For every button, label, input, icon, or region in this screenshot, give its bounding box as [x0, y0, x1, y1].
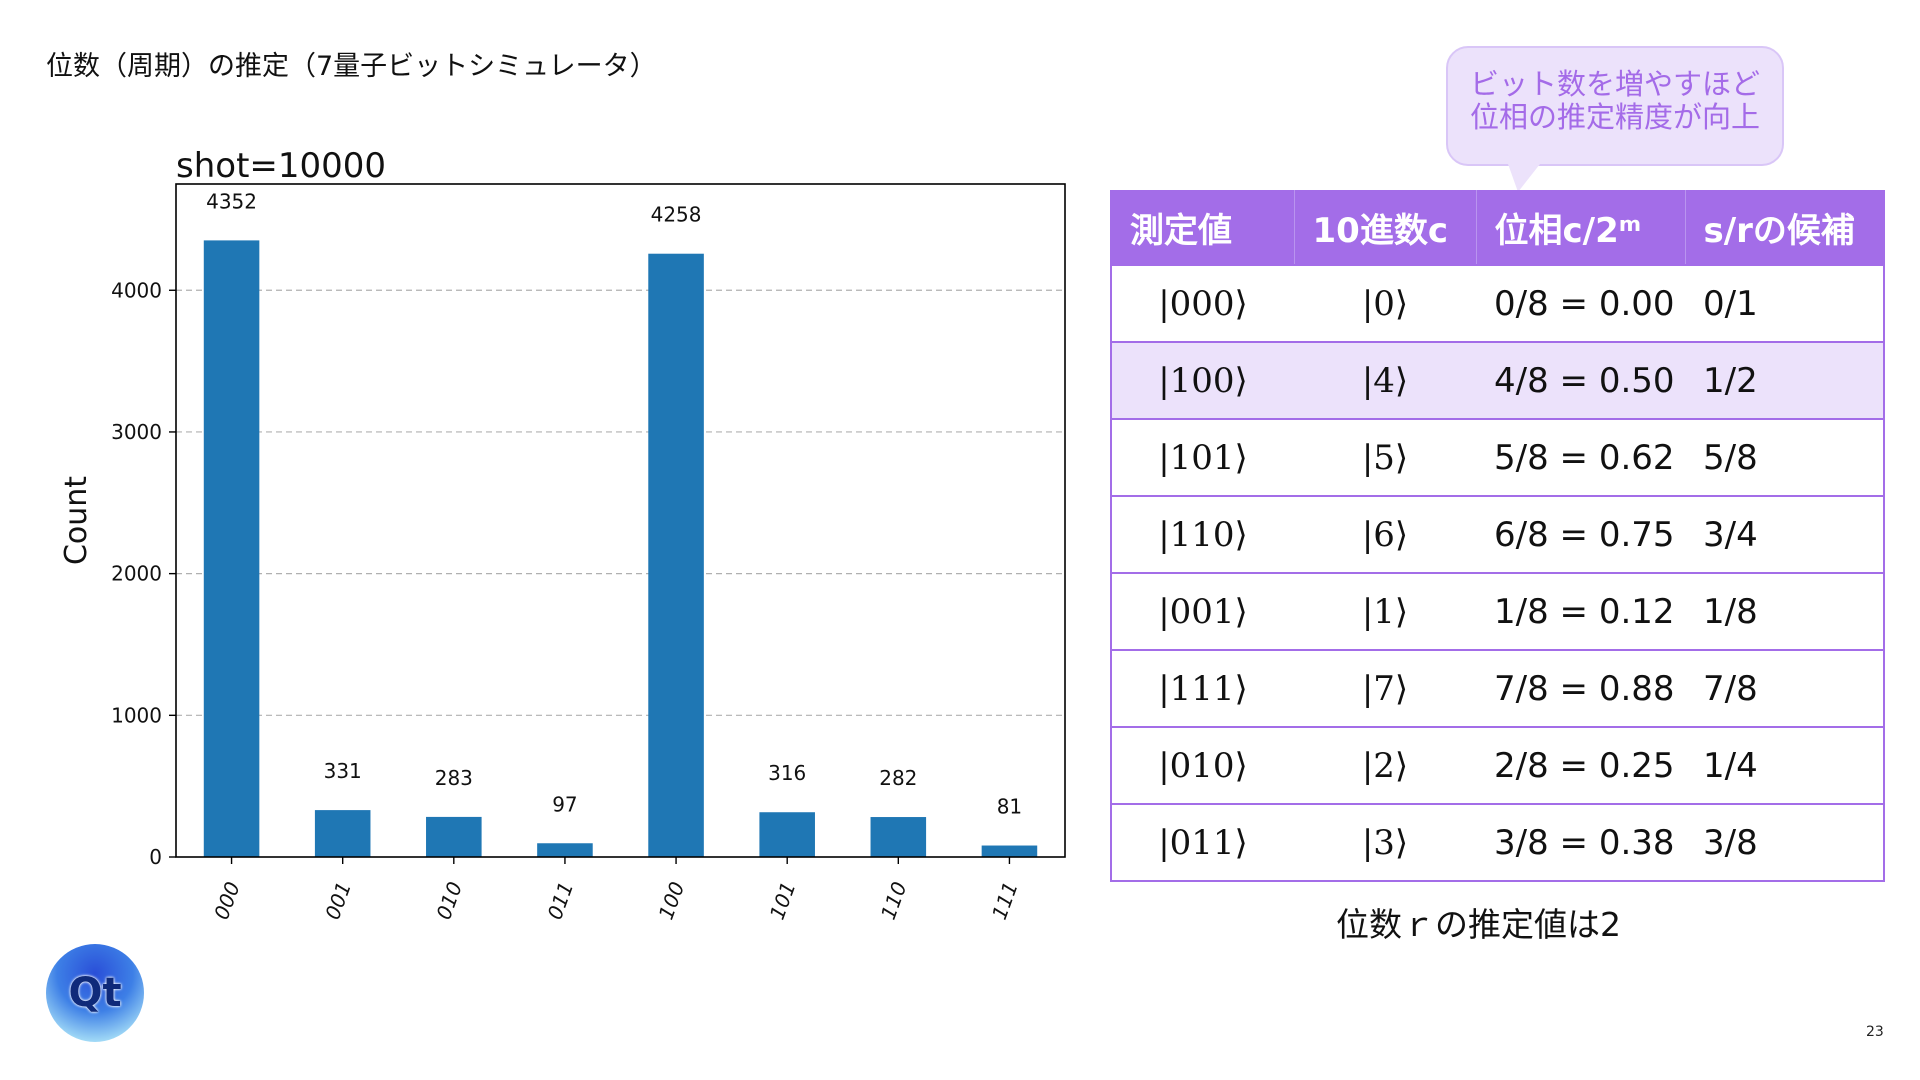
cell-candidate: 3/8 — [1685, 803, 1884, 881]
data-label: 4352 — [206, 189, 257, 213]
cell-decimal: |7⟩ — [1294, 649, 1476, 727]
data-label: 4258 — [651, 203, 702, 227]
callout-line-2: 位相の推定精度が向上 — [1470, 100, 1761, 134]
x-tick-label: 010 — [431, 879, 467, 923]
cell-decimal: |2⟩ — [1294, 726, 1476, 804]
cell-phase: 1/8 = 0.12 — [1476, 572, 1685, 650]
table-row: |010⟩ |2⟩ 2/8 = 0.25 1/4 — [1111, 726, 1884, 804]
y-tick-label: 1000 — [111, 703, 162, 727]
y-tick-label: 3000 — [111, 420, 162, 444]
cell-phase: 2/8 = 0.25 — [1476, 726, 1685, 804]
cell-state: |001⟩ — [1111, 572, 1294, 650]
callout-bubble: ビット数を増やすほど 位相の推定精度が向上 — [1446, 46, 1784, 166]
bar-chart: 0 1000 2000 3000 4000 4352 000 331 001 283 010 97 01… — [59, 183, 1066, 923]
cell-candidate: 1/4 — [1685, 726, 1884, 804]
bar — [648, 253, 704, 858]
callout-line-1: ビット数を増やすほど — [1470, 67, 1761, 101]
table-row: |001⟩ |1⟩ 1/8 = 0.12 1/8 — [1111, 572, 1884, 650]
cell-candidate: 7/8 — [1685, 649, 1884, 727]
data-label: 282 — [879, 766, 917, 790]
table-row: |000⟩ |0⟩ 0/8 = 0.00 0/1 — [1111, 264, 1884, 342]
table-row: |111⟩ |7⟩ 7/8 = 0.88 7/8 — [1111, 649, 1884, 727]
qt-logo: Qt — [46, 944, 144, 1042]
cell-candidate: 1/8 — [1685, 572, 1884, 650]
cell-candidate: 1/2 — [1685, 341, 1884, 419]
bar — [870, 817, 927, 857]
bar — [981, 845, 1038, 857]
cell-state: |110⟩ — [1111, 495, 1294, 573]
cell-state: |101⟩ — [1111, 418, 1294, 496]
table-header-row: 測定値 10進数c 位相c/2ᵐ s/rの候補 — [1111, 190, 1884, 265]
header-phase: 位相c/2ᵐ — [1476, 190, 1686, 265]
x-tick-label: 111 — [987, 879, 1023, 923]
cell-candidate: 5/8 — [1685, 418, 1884, 496]
table-row: |101⟩ |5⟩ 5/8 = 0.62 5/8 — [1111, 418, 1884, 496]
cell-decimal: |3⟩ — [1294, 803, 1476, 881]
header-measured: 測定値 — [1111, 190, 1295, 265]
bar — [203, 240, 260, 857]
cell-decimal: |0⟩ — [1294, 264, 1476, 342]
cell-phase: 4/8 = 0.50 — [1476, 341, 1685, 419]
cell-state: |100⟩ — [1111, 341, 1294, 419]
cell-state: |000⟩ — [1111, 264, 1294, 342]
y-tick-label: 4000 — [111, 278, 162, 302]
data-label: 97 — [552, 792, 577, 816]
y-tick-label: 2000 — [111, 562, 162, 586]
bar — [314, 810, 371, 857]
bar — [426, 816, 482, 857]
logo-text: Qt — [68, 970, 122, 1016]
table-row: |011⟩ |3⟩ 3/8 = 0.38 3/8 — [1111, 803, 1884, 881]
table-body: |000⟩ |0⟩ 0/8 = 0.00 0/1 |100⟩ |4⟩ 4/8 = 0.50 1… — [1111, 264, 1884, 881]
slide-title: 位数（周期）の推定（7量子ビットシミュレータ） — [46, 51, 657, 82]
page-number: 23 — [1866, 1024, 1884, 1040]
cell-phase: 0/8 = 0.00 — [1476, 264, 1685, 342]
data-label: 331 — [324, 759, 362, 783]
conclusion-text: 位数ｒの推定値は2 — [1336, 905, 1621, 944]
cell-phase: 7/8 = 0.88 — [1476, 649, 1685, 727]
x-tick-label: 011 — [543, 879, 579, 923]
header-candidate: s/rの候補 — [1685, 190, 1884, 265]
x-tick-label: 001 — [320, 879, 356, 923]
data-label: 283 — [435, 766, 473, 790]
cell-state: |111⟩ — [1111, 649, 1294, 727]
x-tick-label: 101 — [765, 879, 801, 923]
cell-decimal: |1⟩ — [1294, 572, 1476, 650]
x-tick-label: 100 — [654, 879, 690, 923]
data-label: 316 — [768, 761, 806, 785]
data-label: 81 — [997, 795, 1022, 819]
plot-frame — [175, 183, 1066, 858]
table-row: |110⟩ |6⟩ 6/8 = 0.75 3/4 — [1111, 495, 1884, 573]
estimation-table: 測定値 10進数c 位相c/2ᵐ s/rの候補 |000⟩ |0⟩ 0/8 = 0.… — [1110, 190, 1885, 882]
callout-tail — [1508, 164, 1540, 192]
cell-state: |011⟩ — [1111, 803, 1294, 881]
cell-phase: 6/8 = 0.75 — [1476, 495, 1685, 573]
cell-phase: 3/8 = 0.38 — [1476, 803, 1685, 881]
bar — [537, 843, 593, 857]
y-tick-label: 0 — [149, 845, 162, 869]
shot-label: shot=10000 — [176, 146, 387, 186]
cell-candidate: 3/4 — [1685, 495, 1884, 573]
x-tick-label: 000 — [209, 879, 245, 923]
cell-phase: 5/8 = 0.62 — [1476, 418, 1685, 496]
cell-state: |010⟩ — [1111, 726, 1294, 804]
cell-decimal: |6⟩ — [1294, 495, 1476, 573]
header-decimal: 10進数c — [1294, 190, 1477, 265]
bar — [759, 812, 815, 857]
x-tick-label: 110 — [876, 879, 912, 923]
cell-decimal: |5⟩ — [1294, 418, 1476, 496]
table-row: |100⟩ |4⟩ 4/8 = 0.50 1/2 — [1111, 341, 1884, 419]
cell-candidate: 0/1 — [1685, 264, 1884, 342]
cell-decimal: |4⟩ — [1294, 341, 1476, 419]
y-axis-label: Count — [59, 476, 94, 565]
